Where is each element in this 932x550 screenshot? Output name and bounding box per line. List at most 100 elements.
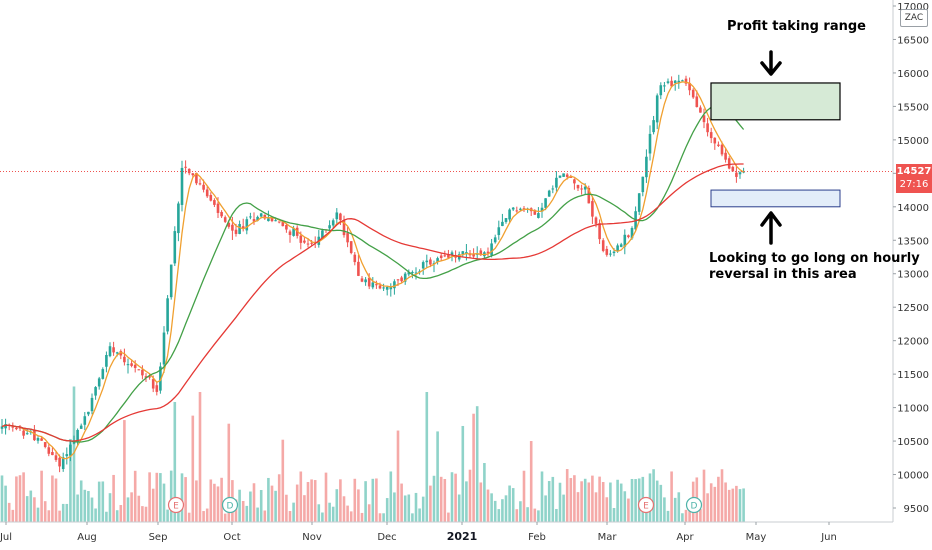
candle-body xyxy=(439,255,443,259)
volume-bar xyxy=(472,413,475,522)
candle-body xyxy=(331,220,335,226)
candle-body xyxy=(36,438,40,441)
volume-bar xyxy=(731,488,735,522)
volume-bar xyxy=(191,415,195,522)
candle-body xyxy=(285,225,288,230)
candle-body xyxy=(202,184,205,190)
candle-body xyxy=(648,133,652,154)
volume-bar xyxy=(504,495,508,522)
volume-bar xyxy=(342,496,346,522)
volume-bar xyxy=(29,490,33,522)
volume-bar xyxy=(720,469,724,522)
candle-body xyxy=(241,226,245,229)
x-tick-label: Mar xyxy=(598,532,618,543)
volume-bar xyxy=(519,501,522,522)
volume-bar xyxy=(36,507,40,522)
candle-body xyxy=(97,378,101,387)
long-label-line1: Looking to go long on hourly xyxy=(709,251,920,266)
candle-body xyxy=(141,369,144,376)
candle-body xyxy=(591,201,594,217)
dividend-marker xyxy=(685,496,703,514)
volume-bar xyxy=(637,478,641,522)
candle-body xyxy=(623,234,627,247)
candle-body xyxy=(533,210,537,215)
candle-body xyxy=(310,242,313,244)
candle-body xyxy=(461,251,465,255)
volume-bar xyxy=(223,513,227,522)
volume-bar xyxy=(94,508,97,522)
volume-bar xyxy=(195,480,198,522)
volume-bar xyxy=(166,509,169,522)
candle-body xyxy=(663,85,666,87)
candle-body xyxy=(288,231,292,235)
volume-bar xyxy=(573,475,576,522)
volume-bar xyxy=(328,502,331,522)
candle-body xyxy=(385,286,389,290)
candle-body xyxy=(738,172,742,175)
volume-bar xyxy=(684,509,688,522)
candle-body xyxy=(580,188,583,190)
candle-body xyxy=(583,186,587,190)
volume-bar xyxy=(742,488,745,522)
volume-bar xyxy=(205,508,209,522)
volume-bar xyxy=(213,483,216,522)
volume-bar xyxy=(537,510,540,522)
candle-body xyxy=(198,183,202,185)
volume-bar xyxy=(565,469,569,522)
volume-bar xyxy=(699,509,702,522)
candle-body xyxy=(79,425,83,429)
candle-body xyxy=(87,411,90,415)
candle-body xyxy=(72,442,76,444)
volume-bar xyxy=(105,511,108,522)
candle-body xyxy=(400,277,403,282)
volume-bar xyxy=(540,471,544,522)
volume-bar xyxy=(562,494,565,522)
volume-bar xyxy=(418,508,421,522)
ticker-label: ZAC xyxy=(904,13,924,23)
candle-body xyxy=(213,200,216,205)
volume-bar xyxy=(652,469,655,522)
volume-bar xyxy=(547,481,551,522)
candle-body xyxy=(33,430,36,441)
candle-body xyxy=(263,214,267,219)
volume-bar xyxy=(288,511,292,522)
candle-body xyxy=(364,279,367,283)
profit-taking-zone xyxy=(710,82,841,121)
candle-body xyxy=(83,416,87,425)
candle-body xyxy=(447,254,450,258)
candle-body xyxy=(389,286,393,290)
y-tick-label: 17000 xyxy=(897,2,929,13)
candle-body xyxy=(490,243,493,256)
volume-bar xyxy=(544,495,547,522)
volume-bar xyxy=(623,491,627,522)
volume-bar xyxy=(169,470,173,522)
candle-body xyxy=(137,369,141,371)
candle-body xyxy=(645,156,648,178)
candle-body xyxy=(598,223,601,240)
candle-body xyxy=(612,251,616,254)
volume-bar xyxy=(609,482,612,522)
volume-bar xyxy=(220,477,223,522)
volume-bar xyxy=(583,478,587,522)
volume-bar xyxy=(137,495,141,522)
volume-bar xyxy=(202,511,205,522)
volume-bar xyxy=(79,480,83,522)
volume-bar xyxy=(112,474,115,522)
candle-body xyxy=(558,175,562,178)
annotation-zones xyxy=(710,50,841,245)
volume-bar xyxy=(551,476,555,522)
candle-body xyxy=(601,240,605,251)
volume-bar xyxy=(123,420,126,522)
volume-bar xyxy=(335,489,339,522)
ma-slow-line xyxy=(1,163,744,442)
volume-bar xyxy=(303,495,306,522)
volume-bar xyxy=(4,485,7,522)
volume-bar xyxy=(40,470,43,522)
y-tick-label: 11500 xyxy=(897,370,929,381)
volume-bar xyxy=(61,503,65,522)
candle-body xyxy=(425,260,429,263)
volume-bar xyxy=(252,483,256,522)
candle-body xyxy=(706,123,709,133)
volume-bar xyxy=(486,489,490,522)
